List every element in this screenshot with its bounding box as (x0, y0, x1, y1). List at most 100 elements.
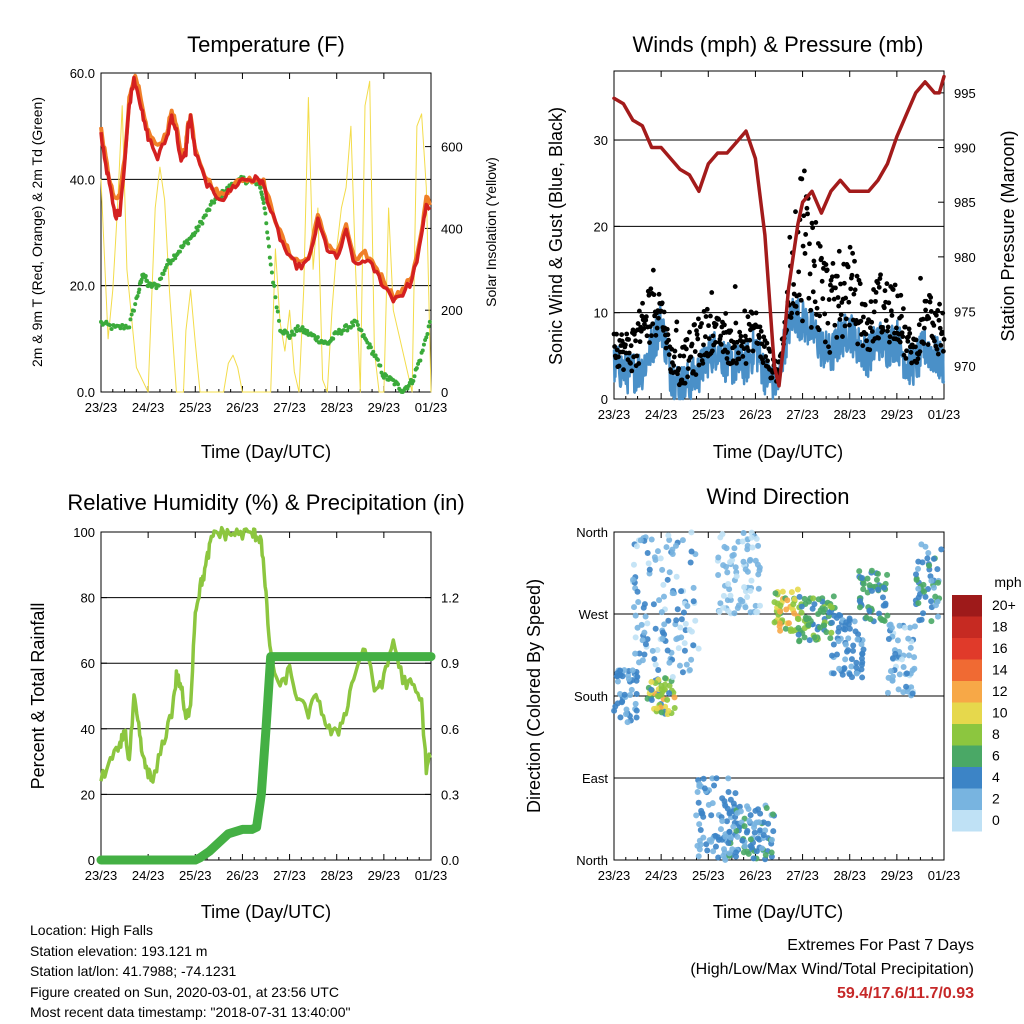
gust-point (681, 353, 687, 359)
direction-point (769, 811, 776, 818)
direction-point (882, 602, 889, 609)
y-tick-label: 60 (81, 656, 95, 671)
y2-tick-label: 0.9 (441, 656, 459, 671)
gust-point (884, 281, 890, 287)
direction-point (633, 691, 640, 698)
direction-point (835, 628, 842, 635)
dewpoint-point (267, 255, 272, 260)
direction-point (727, 592, 734, 599)
x-tick-label: 27/23 (786, 407, 819, 422)
direction-point (842, 656, 849, 663)
direction-point (700, 813, 707, 820)
gust-point (837, 317, 843, 322)
gust-point (857, 281, 863, 287)
direction-point (732, 564, 739, 571)
winds-xlabel: Time (Day/UTC) (713, 442, 843, 462)
dewpoint-point (109, 326, 114, 331)
gust-point (676, 366, 682, 371)
direction-point (654, 548, 661, 555)
gust-point (858, 318, 864, 324)
dewpoint-point (271, 280, 276, 285)
y2-tick-label: 600 (441, 140, 463, 155)
direction-point (725, 580, 732, 587)
direction-point (747, 587, 754, 594)
gust-point (800, 243, 806, 249)
humidity-panel: Relative Humidity (%) & Precipitation (i… (28, 490, 465, 922)
gust-point (871, 309, 877, 315)
gust-point (931, 322, 937, 328)
dewpoint-point (177, 249, 182, 254)
dewpoint-point (361, 333, 366, 338)
gust-point (694, 328, 699, 334)
direction-point (719, 817, 726, 824)
direction-point (763, 804, 770, 811)
gust-point (886, 300, 892, 306)
dewpoint-point (266, 236, 271, 241)
gust-point (864, 338, 869, 344)
dewpoint-point (312, 333, 317, 338)
gust-point (716, 316, 722, 322)
x-tick-label: 26/23 (226, 400, 259, 415)
direction-point (915, 565, 922, 572)
direction-point (768, 836, 775, 843)
direction-point (630, 576, 637, 583)
x-tick-label: 29/23 (881, 868, 914, 883)
direction-point (688, 656, 695, 663)
gust-point (899, 330, 905, 336)
direction-point (712, 843, 719, 850)
gust-point (699, 321, 704, 326)
gust-point (789, 310, 795, 316)
gust-point (878, 272, 883, 278)
y-tick-label: 40 (81, 722, 95, 737)
gust-point (696, 316, 701, 322)
gust-point (641, 326, 647, 331)
direction-point (782, 625, 789, 632)
gust-point (648, 286, 654, 292)
direction-point (748, 577, 755, 584)
direction-point (920, 581, 927, 588)
gust-point (616, 354, 621, 360)
y-tick-label: 20 (81, 787, 95, 802)
legend-swatch (952, 681, 982, 703)
direction-point (756, 564, 763, 571)
direction-point (658, 682, 665, 689)
y-tick-label: 10 (594, 306, 608, 321)
gust-point (888, 308, 894, 314)
gust-point (900, 306, 906, 312)
direction-point (796, 593, 803, 600)
direction-point (915, 600, 922, 607)
direction-point (805, 622, 812, 629)
direction-point (734, 833, 741, 840)
direction-point (700, 775, 707, 782)
gust-point (628, 360, 633, 366)
direction-point (630, 561, 637, 568)
gust-point (626, 337, 631, 342)
gust-point (915, 356, 921, 362)
direction-point (858, 666, 865, 673)
gust-point (696, 362, 702, 368)
direction-point (854, 636, 861, 643)
direction-point (827, 635, 834, 642)
gust-point (808, 307, 814, 313)
gust-point (801, 168, 807, 174)
gust-point (747, 337, 753, 343)
y-tick-label: South (574, 689, 608, 704)
direction-xlabel: Time (Day/UTC) (713, 902, 843, 922)
direction-point (760, 819, 767, 826)
direction-point (896, 671, 903, 678)
direction-point (751, 829, 758, 836)
direction-point (713, 775, 720, 782)
gust-point (882, 288, 888, 294)
gust-point (693, 372, 699, 378)
dewpoint-point (359, 328, 364, 333)
direction-point (927, 573, 934, 580)
direction-point (746, 817, 753, 824)
direction-point (737, 808, 744, 815)
insolation-line (100, 80, 432, 393)
gust-point (937, 325, 943, 331)
direction-point (907, 644, 914, 651)
gust-point (840, 334, 845, 339)
gust-point (925, 342, 931, 347)
dewpoint-point (154, 286, 159, 291)
dewpoint-point (421, 342, 426, 347)
